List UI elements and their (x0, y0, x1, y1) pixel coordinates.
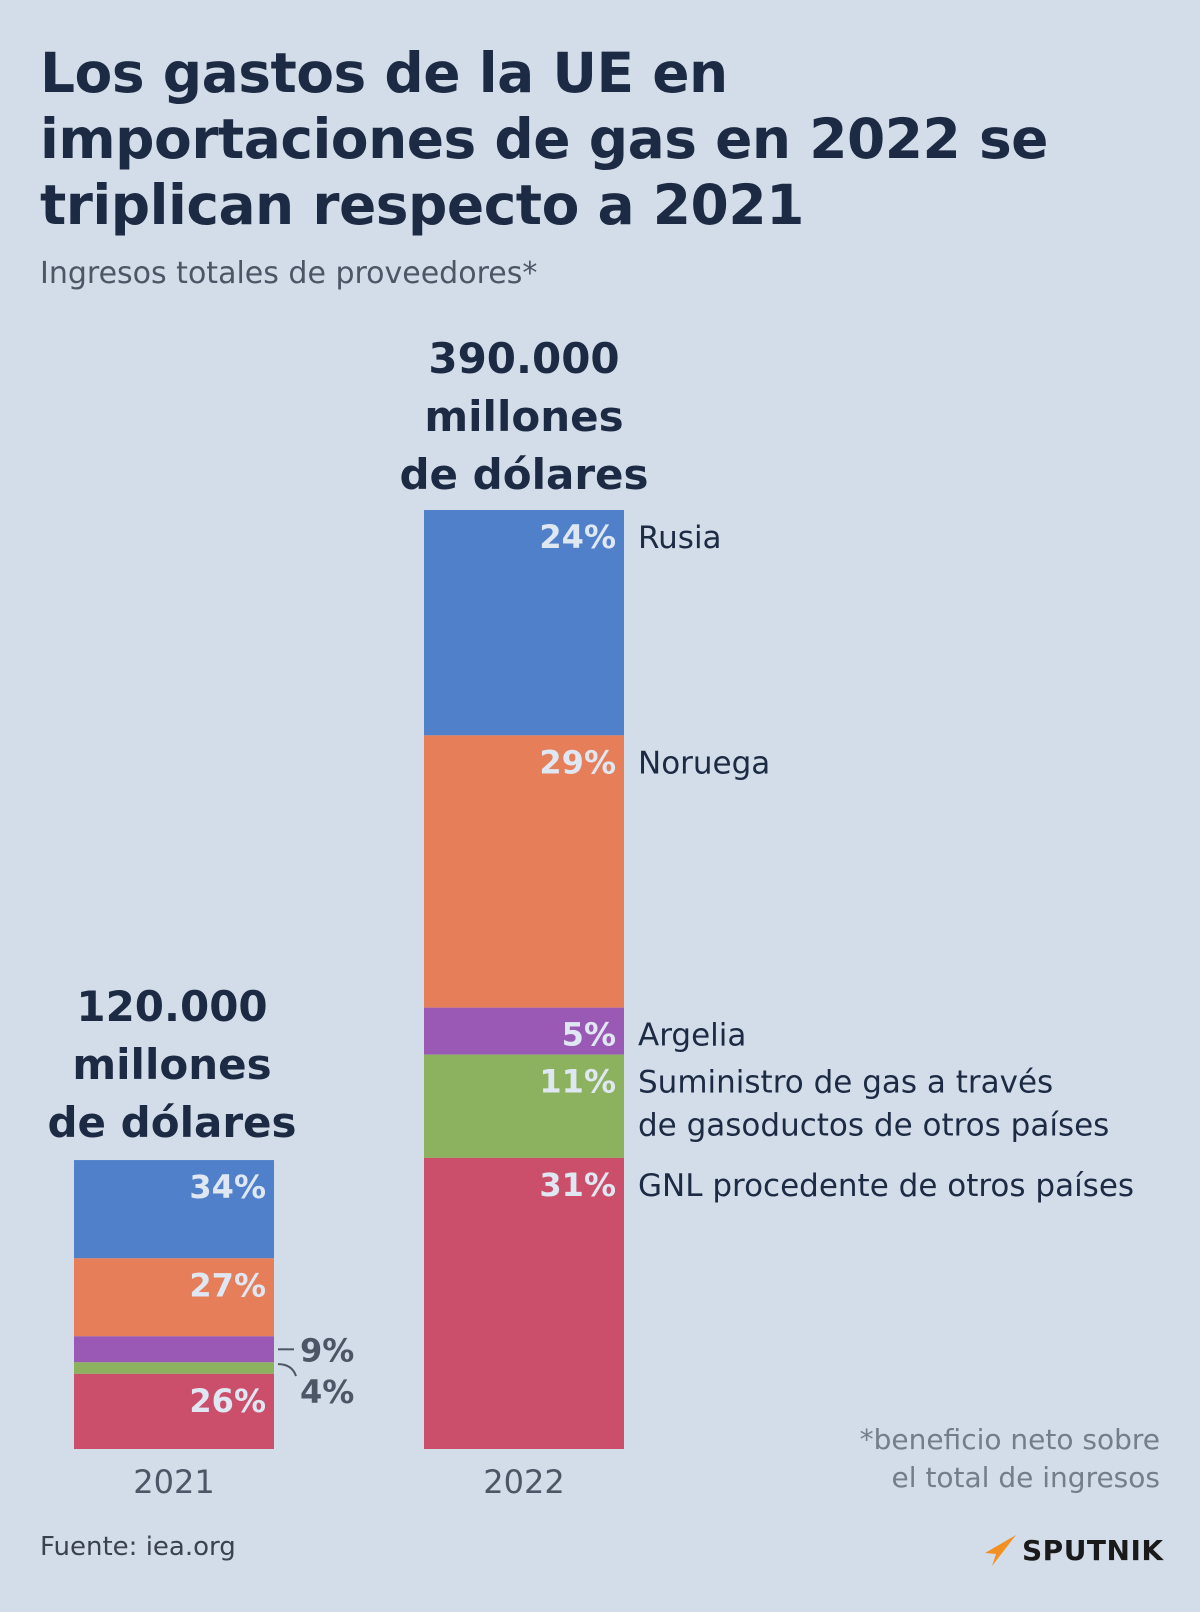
connector-2021-gasoductos (277, 1363, 297, 1377)
legend-label-gnl-line-1: GNL procedente de otros países (638, 1168, 1134, 1204)
value-label-2022-suministro: 11% (539, 1063, 616, 1101)
value-label-2022-argelia: 5% (562, 1016, 616, 1054)
x-tick-label-2021: 2021 (133, 1463, 214, 1501)
value-label-2021-noruega: 27% (189, 1266, 266, 1304)
legend-label-suministro-line-1: Suministro de gas a través (638, 1065, 1053, 1101)
x-tick-label-2022: 2022 (483, 1463, 564, 1501)
footnote-line-2: el total de ingresos (891, 1461, 1160, 1494)
footnote: *beneficio neto sobre el total de ingres… (860, 1421, 1160, 1497)
value-label-2022-rusia: 24% (539, 518, 616, 556)
total-2021-line-3: de dólares (47, 1098, 297, 1147)
total-label-2022: 390.000 millones de dólares (364, 330, 684, 504)
bar-2022-suministro (424, 1054, 624, 1158)
bar-2021-suministro (74, 1362, 274, 1374)
chart-subtitle: Ingresos totales de proveedores* (40, 256, 538, 291)
value-label-2022-noruega: 29% (539, 743, 616, 781)
bar-2022-rusia (424, 510, 624, 736)
source-text: Fuente: iea.org (40, 1532, 236, 1562)
bar-2021-rusia (74, 1160, 274, 1259)
total-2021-line-2: millones (72, 1040, 272, 1089)
bar-2022-gnl (424, 1157, 624, 1449)
value-label-2021-argelia: 9% (300, 1331, 354, 1369)
legend-label-suministro-line-2: de gasoductos de otros países (638, 1108, 1109, 1144)
total-2022-line-3: de dólares (399, 450, 649, 499)
bar-2021-noruega (74, 1258, 274, 1337)
total-2021-line-1: 120.000 (76, 982, 268, 1031)
footnote-line-1: *beneficio neto sobre (859, 1423, 1160, 1456)
bar-2022-argelia (424, 1007, 624, 1055)
sputnik-logo-icon (985, 1535, 1016, 1566)
legend-label-rusia-line-1: Rusia (638, 520, 722, 556)
total-2022-line-2: millones (424, 392, 624, 441)
value-label-2021-rusia: 34% (189, 1168, 266, 1206)
value-label-2022-gnl: 31% (539, 1166, 616, 1204)
legend-label-argelia-line-1: Argelia (638, 1018, 746, 1054)
sputnik-logo: SPUTNIK (982, 1533, 1164, 1567)
total-2022-line-1: 390.000 (428, 334, 620, 383)
value-label-2021-gnl: 26% (189, 1382, 266, 1420)
value-label-2021-gasoductos: 4% (300, 1373, 354, 1411)
bar-2021-gnl (74, 1373, 274, 1449)
total-label-2021: 120.000 millones de dólares (0, 978, 344, 1152)
sputnik-logo-text: SPUTNIK (1022, 1533, 1164, 1567)
bar-2022-noruega (424, 735, 624, 1008)
chart-title: Los gastos de la UE en importaciones de … (40, 41, 1049, 237)
bar-2021-argelia (74, 1336, 274, 1363)
legend-label-noruega-line-1: Noruega (638, 745, 770, 781)
